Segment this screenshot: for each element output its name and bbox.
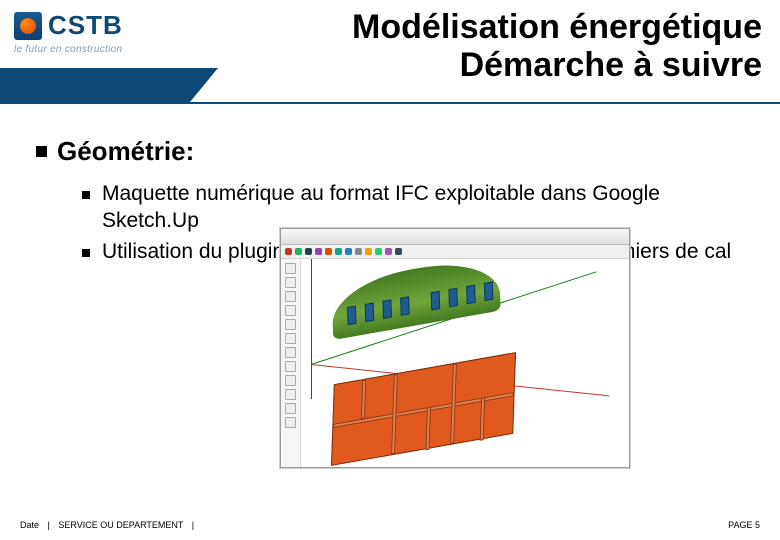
screenshot-tool-sidebar — [281, 259, 301, 467]
bullet-icon — [36, 146, 47, 157]
screenshot-canvas — [281, 259, 629, 467]
screenshot-toolbar — [281, 245, 629, 259]
section-heading: Géométrie: — [36, 136, 750, 167]
brand-name: CSTB — [48, 10, 123, 41]
title-line-1: Modélisation énergétique — [352, 8, 762, 46]
header-rule — [0, 102, 780, 104]
slide-content: Géométrie: Maquette numérique au format … — [36, 136, 750, 270]
slide-footer: Date | SERVICE OU DEPARTEMENT | PAGE 5 — [0, 520, 780, 530]
footer-page-number: 5 — [755, 520, 760, 530]
title-line-2: Démarche à suivre — [352, 46, 762, 84]
header-accent-band — [0, 68, 190, 102]
footer-service: SERVICE OU DEPARTEMENT — [58, 520, 183, 530]
footer-page-label: PAGE — [728, 520, 752, 530]
footer-left: Date | SERVICE OU DEPARTEMENT | — [20, 520, 200, 530]
footer-right: PAGE 5 — [728, 520, 760, 530]
footer-date: Date — [20, 520, 39, 530]
brand-logo: CSTB le futur en construction — [14, 10, 159, 55]
brand-tagline: le futur en construction — [14, 44, 159, 55]
embedded-screenshot — [280, 228, 630, 468]
screenshot-titlebar — [281, 229, 629, 245]
roof-model — [331, 259, 500, 340]
axis-y — [311, 259, 312, 399]
list-item: Maquette numérique au format IFC exploit… — [82, 181, 750, 235]
slide-header: CSTB le futur en construction Modélisati… — [0, 0, 780, 115]
section-heading-text: Géométrie: — [57, 136, 194, 167]
logo-icon — [14, 12, 42, 40]
slide-title: Modélisation énergétique Démarche à suiv… — [352, 8, 762, 84]
